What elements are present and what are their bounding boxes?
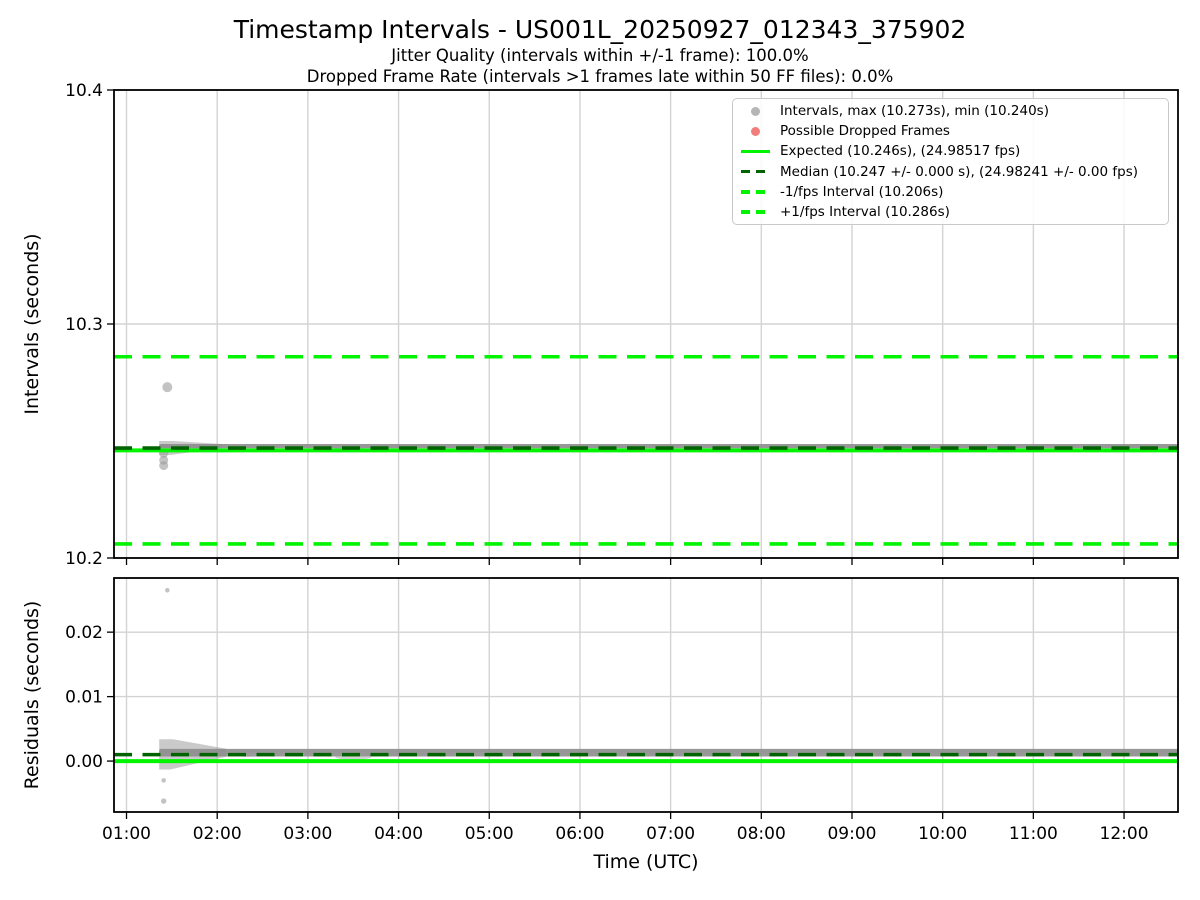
x-tick-label: 03:00 <box>283 824 332 844</box>
y-tick-label: 0.02 <box>65 623 103 643</box>
x-tick-label: 08:00 <box>737 824 786 844</box>
y-tick-label: 0.01 <box>65 688 103 708</box>
legend-item-intervals: Intervals, max (10.273s), min (10.240s) <box>740 101 1162 121</box>
scatter-point <box>162 382 173 393</box>
x-tick-label: 07:00 <box>646 824 695 844</box>
y-tick-label: 10.2 <box>65 549 103 569</box>
legend-label: Expected (10.246s), (24.98517 fps) <box>780 143 1021 160</box>
x-tick-label: 05:00 <box>465 824 514 844</box>
legend-label: Possible Dropped Frames <box>780 123 950 140</box>
y-tick-label: 10.3 <box>65 315 103 335</box>
scatter-point <box>161 778 166 783</box>
legend-label: Median (10.247 +/- 0.000 s), (24.98241 +… <box>780 163 1139 180</box>
legend-label: -1/fps Interval (10.206s) <box>780 183 944 200</box>
x-tick-label: 01:00 <box>102 824 151 844</box>
scatter-point <box>165 587 170 593</box>
x-tick-label: 12:00 <box>1100 824 1149 844</box>
subtitle-jitter-quality: Jitter Quality (intervals within +/-1 fr… <box>391 46 809 65</box>
legend-item-expected: Expected (10.246s), (24.98517 fps) <box>740 141 1162 161</box>
median-line-icon <box>740 169 770 174</box>
plus-1fps-line-icon <box>740 209 770 214</box>
dropped-frames-dot-icon <box>740 126 770 136</box>
y-tick-label: 0.00 <box>65 752 103 772</box>
y-tick-label: 10.4 <box>65 81 103 101</box>
legend-label: +1/fps Interval (10.286s) <box>780 203 950 220</box>
x-tick-label: 04:00 <box>374 824 423 844</box>
x-tick-label: 10:00 <box>918 824 967 844</box>
intervals-dot-icon <box>740 106 770 116</box>
x-tick-label: 09:00 <box>827 824 876 844</box>
scatter-point <box>159 461 169 471</box>
x-axis-label-time-utc: Time (UTC) <box>593 851 699 873</box>
legend-item-median: Median (10.247 +/- 0.000 s), (24.98241 +… <box>740 162 1162 182</box>
scatter-point <box>160 798 167 804</box>
legend-item-minus-1fps: -1/fps Interval (10.206s) <box>740 182 1162 202</box>
page-title: Timestamp Intervals - US001L_20250927_01… <box>233 15 967 44</box>
legend: Intervals, max (10.273s), min (10.240s) … <box>732 98 1169 225</box>
legend-item-plus-1fps: +1/fps Interval (10.286s) <box>740 202 1162 222</box>
expected-line-icon <box>740 149 770 154</box>
legend-item-dropped-frames: Possible Dropped Frames <box>740 121 1162 141</box>
minus-1fps-line-icon <box>740 189 770 194</box>
subtitle-dropped-frame-rate: Dropped Frame Rate (intervals >1 frames … <box>306 67 894 86</box>
x-tick-label: 06:00 <box>555 824 604 844</box>
x-tick-label: 11:00 <box>1009 824 1058 844</box>
legend-label: Intervals, max (10.273s), min (10.240s) <box>780 103 1049 120</box>
x-tick-label: 02:00 <box>193 824 242 844</box>
residuals-axes-border <box>113 577 1179 813</box>
y-axis-label-residuals: Residuals (seconds) <box>21 600 43 790</box>
y-axis-label-intervals: Intervals (seconds) <box>21 233 43 415</box>
